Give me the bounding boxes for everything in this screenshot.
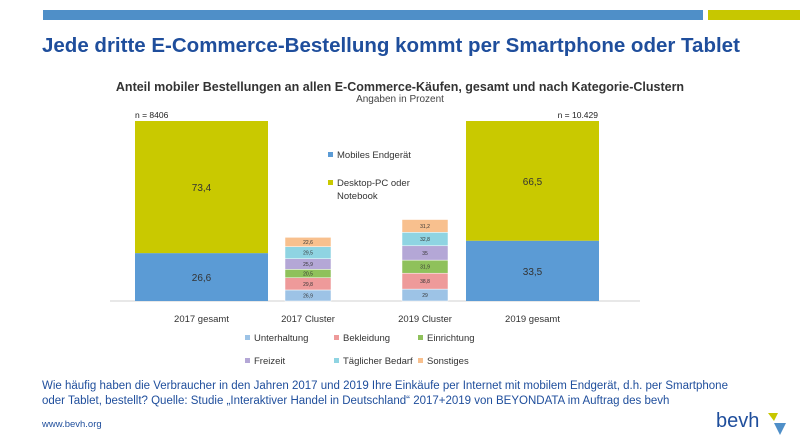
legend-label: Täglicher Bedarf bbox=[343, 356, 413, 367]
page-headline: Jede dritte E-Commerce-Bestellung kommt … bbox=[42, 34, 740, 57]
category-label: 2017 Cluster bbox=[281, 314, 335, 325]
data-label: 26,9 bbox=[303, 293, 313, 299]
data-label: 31,9 bbox=[420, 265, 430, 271]
legend-label: Mobiles Endgerät bbox=[337, 150, 411, 161]
legend-label: Notebook bbox=[337, 191, 378, 202]
chart-title: Anteil mobiler Bestellungen an allen E-C… bbox=[115, 80, 685, 94]
category-label: 2019 gesamt bbox=[505, 314, 560, 325]
sample-size-label: n = 8406 bbox=[135, 110, 169, 120]
legend-swatch bbox=[328, 180, 333, 185]
bar-segment bbox=[135, 253, 268, 301]
legend-label: Einrichtung bbox=[427, 333, 475, 344]
logo-shape-green bbox=[768, 413, 778, 421]
legend-swatch bbox=[334, 335, 339, 340]
footer-url[interactable]: www.bevh.org bbox=[42, 419, 102, 430]
category-label: 2019 Cluster bbox=[398, 314, 452, 325]
bar-segment bbox=[466, 121, 599, 241]
legend-swatch bbox=[245, 358, 250, 363]
data-label: 35 bbox=[422, 251, 428, 257]
data-label: 25,9 bbox=[303, 262, 313, 268]
data-label: 29 bbox=[422, 293, 428, 299]
data-label: 33,5 bbox=[523, 267, 543, 278]
data-label: 73,4 bbox=[192, 183, 212, 194]
bar-segment bbox=[401, 219, 449, 233]
data-label: 66,5 bbox=[523, 177, 543, 188]
bar-segment bbox=[466, 240, 599, 301]
legend-label: Desktop-PC oder bbox=[337, 178, 410, 189]
data-label: 26,6 bbox=[192, 273, 212, 284]
data-label: 29,5 bbox=[303, 251, 313, 257]
bar-segment bbox=[135, 121, 268, 254]
legend-label: Sonstiges bbox=[427, 356, 469, 367]
top-accent-bar-green bbox=[708, 10, 800, 20]
legend-swatch bbox=[334, 358, 339, 363]
legend-label: Unterhaltung bbox=[254, 333, 308, 344]
bevh-logo: bevh bbox=[716, 410, 786, 435]
legend-label: Freizeit bbox=[254, 356, 286, 367]
legend-label: Bekleidung bbox=[343, 333, 390, 344]
chart-caption: Wie häufig haben die Verbraucher in den … bbox=[42, 380, 728, 407]
data-label: 31,2 bbox=[420, 224, 430, 230]
category-label: 2017 gesamt bbox=[174, 314, 229, 325]
data-label: 38,8 bbox=[420, 279, 430, 285]
sample-size-label: n = 10.429 bbox=[558, 110, 599, 120]
data-label: 32,8 bbox=[420, 237, 430, 243]
legend-swatch bbox=[245, 335, 250, 340]
data-label: 29,8 bbox=[303, 282, 313, 288]
legend-swatch bbox=[328, 152, 333, 157]
top-accent-bar-blue bbox=[43, 10, 703, 20]
legend-swatch bbox=[418, 335, 423, 340]
chart-subtitle: Angaben in Prozent bbox=[356, 94, 444, 105]
bevh-logo-text: bevh bbox=[716, 410, 759, 432]
data-label: 22,6 bbox=[303, 240, 313, 246]
legend-swatch bbox=[418, 358, 423, 363]
data-label: 20,5 bbox=[303, 272, 313, 278]
logo-shape-blue bbox=[774, 423, 786, 435]
bar-segment bbox=[284, 237, 332, 247]
